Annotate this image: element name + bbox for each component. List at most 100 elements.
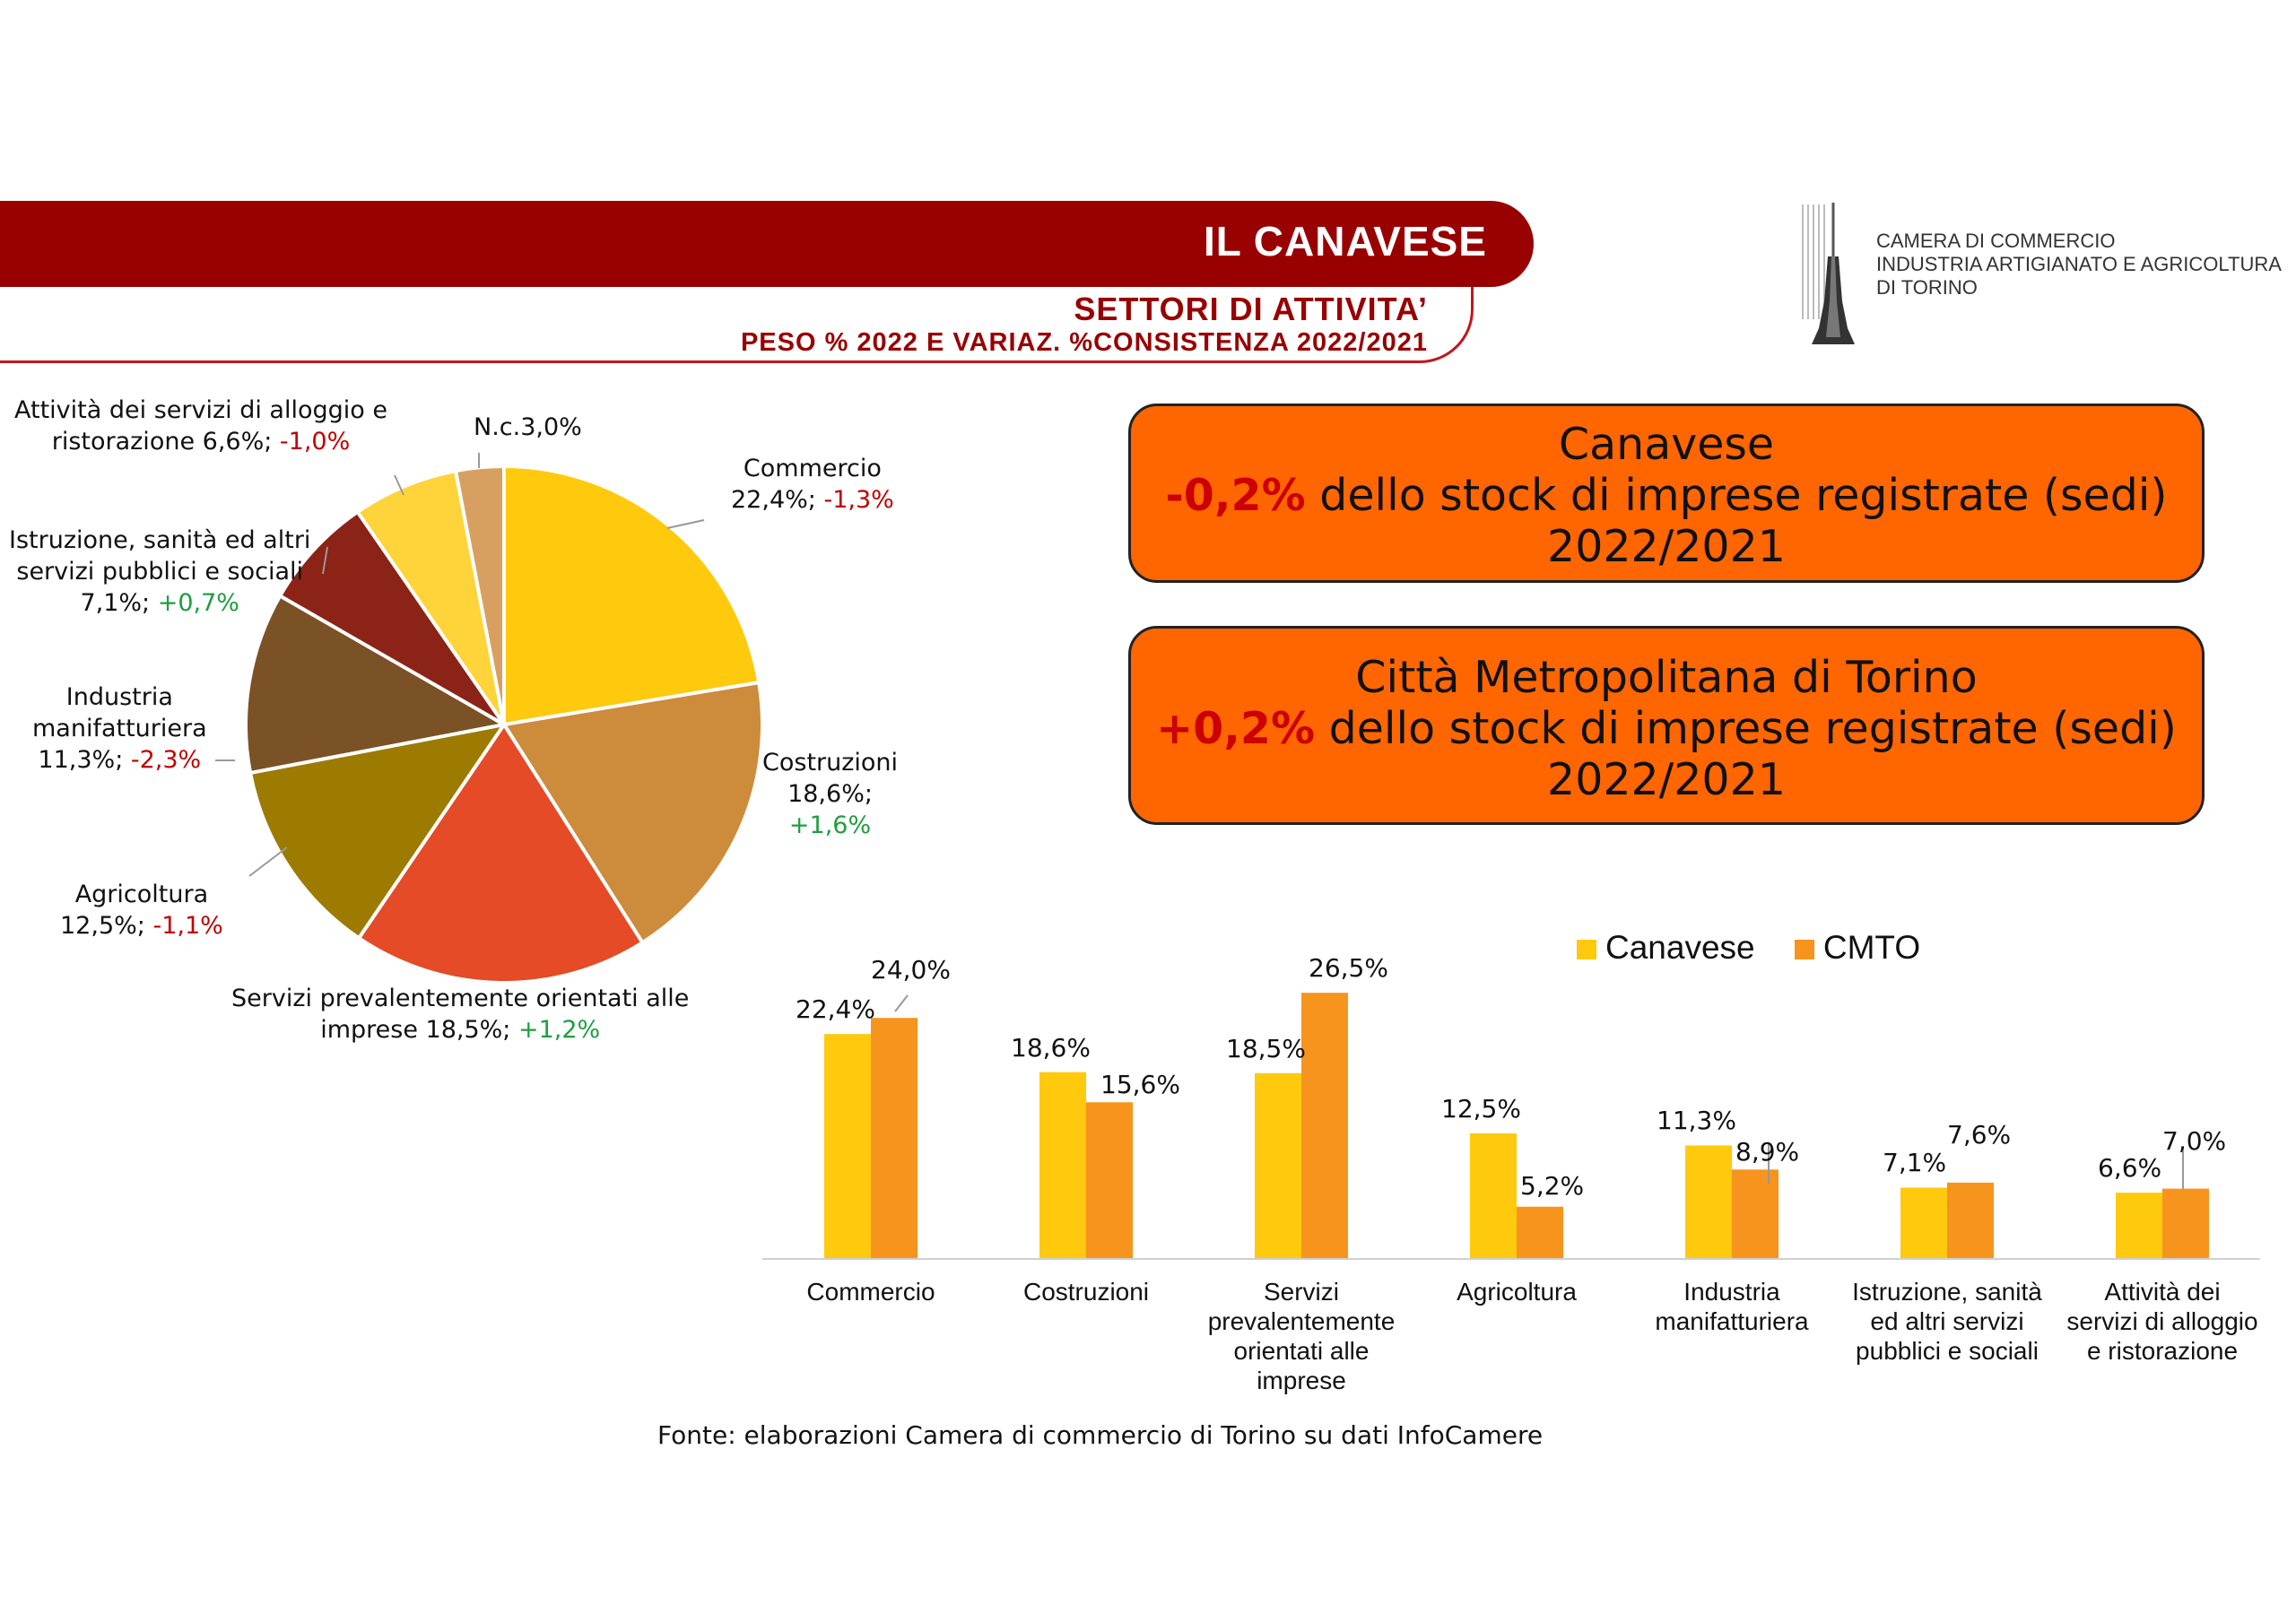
subtitle-box: SETTORI DI ATTIVITA’ PESO % 2022 E VARIA… <box>0 287 1474 363</box>
pie-label-alloggio-name: Attività dei servizi di alloggio e <box>14 396 387 424</box>
bar-canavese-istruzione-sanita-ed-altri-servizi-pubblici-e-sociali <box>1900 1187 1947 1259</box>
category-label-istruzione-sanita-ed-altri-servizi-pubblici-e-sociali: Istruzione, sanità ed altri servizi pubbli… <box>1835 1277 2059 1366</box>
pie-label-istruzione-values: 7,1%; +0,7% <box>9 587 310 619</box>
source-note: Fonte: elaborazioni Camera di commercio … <box>657 1420 1544 1450</box>
bar-cmto-istruzione-sanita-ed-altri-servizi-pubblici-e-sociali <box>1947 1182 1994 1259</box>
bar-canavese-costruzioni <box>1039 1072 1086 1259</box>
bar-value-cmto-istruzione-sanita-ed-altri-servizi-pubblici-e-sociali: 7,6% <box>1947 1119 2012 1150</box>
bar-canavese-agricoltura <box>1470 1133 1517 1259</box>
bar-value-cmto-agricoltura: 5,2% <box>1520 1170 1585 1201</box>
header-bar: IL CANAVESE <box>0 201 1534 287</box>
pie-label-costruzioni-name: Costruzioni <box>762 749 899 777</box>
bar-chart-legend: Canavese CMTO <box>1577 929 1951 967</box>
callout-canavese-text: dello stock di imprese registrate (sedi) <box>1305 470 2168 521</box>
category-label-line: Attività dei <box>2104 1278 2221 1306</box>
pie-label-industria-name-2: manifatturiera <box>32 715 207 742</box>
bar-cmto-agricoltura <box>1517 1206 1563 1259</box>
pie-label-agricoltura-share: 12,5%; <box>60 912 153 940</box>
pie-label-alloggio-values: ristorazione 6,6%; -1,0% <box>14 426 387 457</box>
callout-canavese-value-line: -0,2% dello stock di imprese registrate … <box>1131 470 2202 521</box>
leader-line-alloggio <box>394 474 404 496</box>
bar-canavese-industria-manifatturiera <box>1685 1145 1732 1259</box>
category-label-line: Agricoltura <box>1457 1278 1577 1306</box>
bar-cmto-servizi-prevalentemente-orientati-alle-imprese <box>1301 993 1348 1259</box>
leader-line-agricoltura <box>248 846 288 877</box>
category-label-commercio: Commercio <box>759 1277 983 1306</box>
category-label-line: e ristorazione <box>2086 1337 2239 1365</box>
category-label-line: imprese <box>1257 1367 1346 1394</box>
pie-label-costruzioni-share: 18,6%; <box>787 780 873 808</box>
pie-label-costruzioni: Costruzioni 18,6%; +1,6% <box>762 747 898 841</box>
legend-item-cmto: CMTO <box>1794 929 1921 967</box>
pie-label-commercio-variation: -1,3% <box>823 486 894 514</box>
category-label-agricoltura: Agricoltura <box>1405 1277 1629 1306</box>
pie-slice-servizi-prevalentemente-orientati-alle-imprese <box>356 721 646 985</box>
category-label-line: Servizi <box>1263 1278 1339 1306</box>
bar-value-cmto-attivita-dei-servizi-di-alloggio-e-ristorazione: 7,0% <box>2162 1125 2227 1156</box>
pie-label-istruzione: Istruzione, sanità ed altri servizi pubb… <box>9 525 310 619</box>
legend-label-canavese: Canavese <box>1605 929 1755 966</box>
pie-label-nc-text: N.c.3,0% <box>474 413 582 441</box>
pie-label-agricoltura-name: Agricoltura <box>74 881 209 908</box>
category-label-line: ed altri servizi <box>1870 1307 2024 1335</box>
bar-value-cmto-commercio: 24,0% <box>871 955 951 985</box>
pie-label-alloggio: Attività dei servizi di alloggio e risto… <box>14 395 387 457</box>
category-label-line: Commercio <box>806 1278 935 1306</box>
mole-logo-icon <box>1802 203 1855 344</box>
logo-line-3: DI TORINO <box>1876 276 1978 299</box>
bar-value-canavese-commercio: 22,4% <box>796 994 875 1025</box>
bar-value-cmto-industria-manifatturiera: 8,9% <box>1735 1137 1800 1167</box>
pie-label-commercio-values: 22,4%; -1,3% <box>731 484 894 516</box>
legend-swatch-canavese <box>1577 940 1596 960</box>
category-label-line: servizi di alloggio <box>2066 1307 2258 1335</box>
category-label-line: orientati alle <box>1233 1337 1370 1365</box>
pie-label-commercio-name: Commercio <box>743 455 882 482</box>
pie-label-alloggio-share: ristorazione 6,6%; <box>51 428 280 456</box>
bar-value-canavese-istruzione-sanita-ed-altri-servizi-pubblici-e-sociali: 7,1% <box>1883 1148 1947 1178</box>
bar-value-canavese-agricoltura: 12,5% <box>1441 1094 1521 1124</box>
pie-label-industria: Industria manifatturiera 11,3%; -2,3% <box>32 681 207 776</box>
bar-value-cmto-costruzioni: 15,6% <box>1100 1070 1180 1100</box>
bar-value-cmto-servizi-prevalentemente-orientati-alle-imprese: 26,5% <box>1309 953 1388 984</box>
callout-cmto-title: Città Metropolitana di Torino <box>1355 652 1978 703</box>
leader-line-istruzione <box>322 546 328 575</box>
logo-line-1: CAMERA DI COMMERCIO <box>1876 230 2116 252</box>
chamber-logo: CAMERA DI COMMERCIO INDUSTRIA ARTIGIANAT… <box>1801 203 2285 350</box>
pie-label-istruzione-variation: +0,7% <box>157 589 239 617</box>
pie-label-servizi-imprese-name: Servizi prevalentemente orientati alle <box>231 985 690 1012</box>
legend-label-cmto: CMTO <box>1822 929 1921 966</box>
bar-cmto-industria-manifatturiera <box>1732 1169 1779 1259</box>
pie-chart <box>215 453 764 985</box>
callout-cmto: Città Metropolitana di Torino +0,2% dell… <box>1128 626 2205 825</box>
pie-label-servizi-imprese-values: imprese 18,5%; +1,2% <box>231 1014 689 1046</box>
callout-cmto-value-line: +0,2% dello stock di imprese registrate … <box>1131 703 2202 754</box>
category-label-costruzioni: Costruzioni <box>974 1277 1198 1306</box>
logo-text: CAMERA DI COMMERCIO INDUSTRIA ARTIGIANAT… <box>1876 230 2282 299</box>
bar-value-canavese-servizi-prevalentemente-orientati-alle-imprese: 18,5% <box>1226 1033 1306 1063</box>
pie-label-commercio: Commercio 22,4%; -1,3% <box>731 453 894 516</box>
category-label-line: Industria <box>1683 1278 1780 1306</box>
callout-canavese: Canavese -0,2% dello stock di imprese re… <box>1128 404 2205 583</box>
bar-value-canavese-industria-manifatturiera: 11,3% <box>1657 1106 1736 1136</box>
pie-label-servizi-imprese-share: imprese 18,5%; <box>320 1016 518 1044</box>
pie-slice-commercio <box>502 464 761 727</box>
pie-label-costruzioni-variation: +1,6% <box>788 812 872 839</box>
category-label-line: Istruzione, sanità <box>1852 1278 2042 1306</box>
category-label-line: manifatturiera <box>1655 1307 1809 1335</box>
callout-cmto-text: dello stock di imprese registrate (sedi) <box>1315 703 2177 754</box>
pie-label-commercio-share: 22,4%; <box>731 486 824 514</box>
pie-label-industria-share: 11,3%; <box>38 746 131 774</box>
page-subtitle: SETTORI DI ATTIVITA’ <box>1074 291 1428 327</box>
callout-canavese-period: 2022/2021 <box>1547 521 1786 572</box>
bar-cmto-attivita-dei-servizi-di-alloggio-e-ristorazione <box>2162 1188 2209 1259</box>
pie-slice-industria-manifatturiera <box>244 593 509 776</box>
pie-slice-agricoltura <box>248 722 509 941</box>
logo-line-2: INDUSTRIA ARTIGIANATO E AGRICOLTURA <box>1876 253 2282 275</box>
pie-label-agricoltura-variation: -1,1% <box>152 912 223 940</box>
pie-label-agricoltura-values: 12,5%; -1,1% <box>60 910 223 942</box>
category-label-industria-manifatturiera: Industria manifatturiera <box>1620 1277 1844 1336</box>
page-subtitle-secondary: PESO % 2022 E VARIAZ. %CONSISTENZA 2022/… <box>740 328 1428 357</box>
pie-label-nc: N.c.3,0% <box>474 412 582 443</box>
pie-label-industria-values: 11,3%; -2,3% <box>32 744 207 776</box>
